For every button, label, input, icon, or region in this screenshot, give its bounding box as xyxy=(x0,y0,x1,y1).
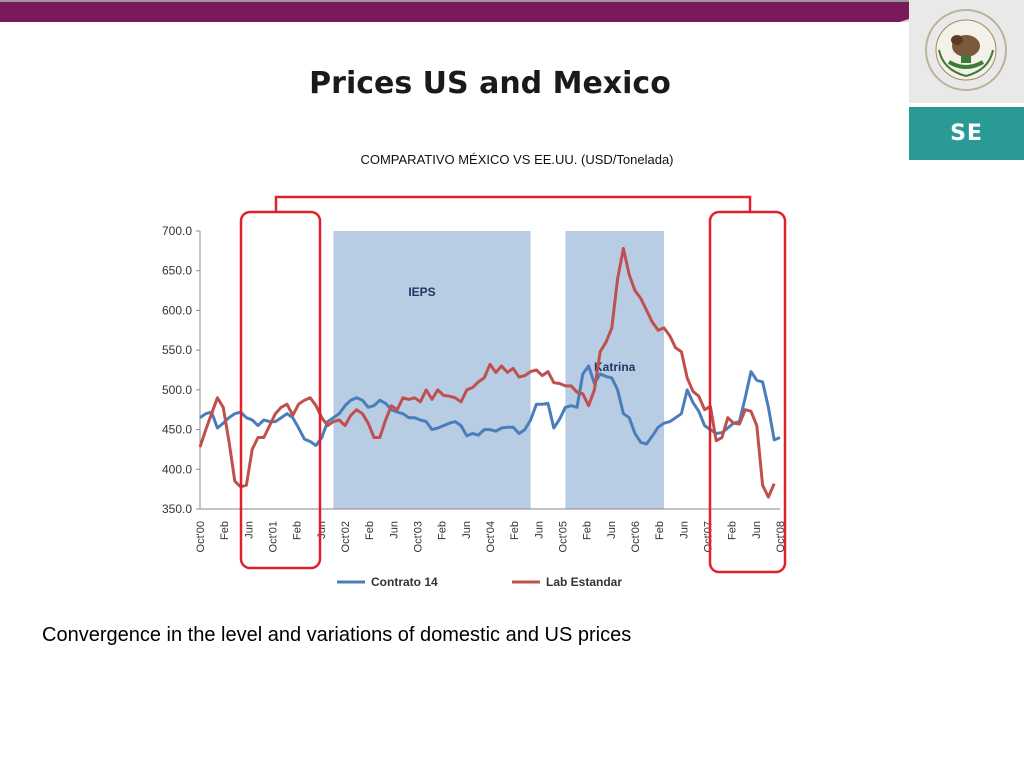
highlight-box-right xyxy=(708,210,787,574)
y-tick-label: 550.0 xyxy=(162,343,192,357)
slide-caption: Convergence in the level and variations … xyxy=(42,624,632,646)
y-tick-label: 500.0 xyxy=(162,383,192,397)
slide-title: Prices US and Mexico xyxy=(309,66,671,101)
band-label-1: Katrina xyxy=(594,360,636,374)
series-line-1 xyxy=(198,247,776,499)
y-tick-label: 650.0 xyxy=(162,264,192,278)
y-tick-label: 600.0 xyxy=(162,303,192,317)
mexican-seal-icon xyxy=(925,9,1007,91)
x-tick-label: Oct'02 xyxy=(340,521,352,552)
highlight-box-left xyxy=(239,210,322,570)
x-tick-label: Feb xyxy=(437,521,449,540)
x-tick-label: Feb xyxy=(364,521,376,540)
legend-label-1: Lab Estandar xyxy=(546,575,622,589)
chart-title: COMPARATIVO MÉXICO VS EE.UU. (USD/Tonela… xyxy=(360,152,673,167)
x-tick-label: Oct'06 xyxy=(630,521,642,552)
x-tick-label: Feb xyxy=(654,521,666,540)
x-tick-label: Feb xyxy=(219,521,231,540)
x-tick-label: Feb xyxy=(727,521,739,540)
legend-label-0: Contrato 14 xyxy=(371,575,438,589)
x-tick-label: Oct'04 xyxy=(485,521,497,552)
x-tick-label: Jun xyxy=(316,521,328,539)
y-tick-label: 700.0 xyxy=(162,224,192,238)
x-tick-label: Oct'03 xyxy=(413,521,425,552)
emblem-panel xyxy=(909,0,1024,103)
x-tick-label: Jun xyxy=(606,521,618,539)
x-tick-label: Oct'00 xyxy=(195,521,207,552)
x-tick-label: Jun xyxy=(388,521,400,539)
x-tick-label: Oct'07 xyxy=(703,521,715,552)
highlight-bracket xyxy=(274,195,752,212)
x-tick-label: Oct'05 xyxy=(558,521,570,552)
x-tick-label: Feb xyxy=(582,521,594,540)
se-logo: SE xyxy=(909,107,1024,160)
band-1 xyxy=(565,231,664,509)
y-tick-label: 400.0 xyxy=(162,462,192,476)
price-chart: COMPARATIVO MÉXICO VS EE.UU. (USD/Tonela… xyxy=(162,152,787,589)
band-label-0: IEPS xyxy=(408,285,435,299)
x-tick-label: Jun xyxy=(678,521,690,539)
x-tick-label: Feb xyxy=(509,521,521,540)
series-line-0 xyxy=(199,364,781,447)
x-tick-label: Jun xyxy=(751,521,763,539)
y-tick-label: 350.0 xyxy=(162,502,192,516)
x-tick-label: Jun xyxy=(243,521,255,539)
x-tick-label: Jun xyxy=(533,521,545,539)
x-tick-label: Jun xyxy=(461,521,473,539)
x-tick-label: Feb xyxy=(292,521,304,540)
band-gray xyxy=(0,0,1024,2)
band-purple xyxy=(0,2,960,22)
band-0 xyxy=(333,231,531,509)
x-tick-label: Oct'01 xyxy=(268,521,280,552)
y-tick-label: 450.0 xyxy=(162,423,192,437)
